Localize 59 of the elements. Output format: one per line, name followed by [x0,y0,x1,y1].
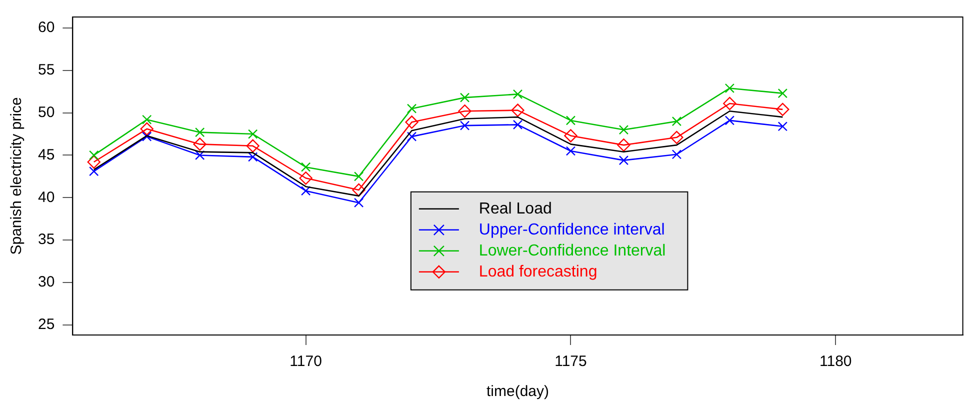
y-tick-label: 50 [38,104,55,121]
legend-label: Real Load [478,200,552,218]
point [142,132,152,142]
point [248,152,258,162]
point [406,104,417,114]
point [89,166,99,176]
y-tick-label: 30 [38,274,55,291]
point [670,130,684,144]
point [511,104,524,117]
point [672,150,682,160]
point [299,172,312,185]
point [723,96,736,110]
point [246,139,260,152]
point [352,183,366,197]
point [195,150,205,160]
point [406,132,417,142]
point [672,116,682,126]
point [140,122,154,136]
point [618,124,629,135]
y-tick-label: 60 [38,19,55,36]
point [776,102,790,116]
point [460,120,470,130]
y-axis-title: Spanish electricity price [8,97,26,255]
x-tick-label: 1175 [554,353,587,370]
x-tick-label: 1180 [820,353,852,370]
y-tick-label: 45 [38,146,55,164]
point [87,155,100,169]
point [618,155,629,166]
point [512,89,523,100]
point [195,127,205,138]
point [460,92,470,102]
point [564,129,578,142]
point [142,114,152,124]
point [354,198,364,208]
point [248,129,258,139]
y-tick-label: 55 [38,62,55,79]
point [300,186,311,196]
point [405,116,418,129]
point [566,146,576,156]
y-tick-label: 40 [38,188,55,206]
y-tick-label: 25 [38,316,55,333]
y-tick-label: 35 [38,231,55,248]
legend-label: Upper-Confidence interval [478,221,665,238]
point [512,120,523,130]
point [724,83,735,94]
point [778,122,788,132]
x-axis-title: time(day) [486,383,549,400]
legend-label: Load forecasting [478,263,598,280]
point [617,138,630,152]
legend-label: Lower-Confidence Interval [478,242,666,260]
point [566,116,576,126]
point [300,162,311,172]
point [724,116,735,126]
point [89,150,99,160]
point [354,172,364,182]
x-tick-label: 1170 [290,353,322,370]
point [193,138,206,151]
point [778,88,788,98]
point [458,104,472,118]
